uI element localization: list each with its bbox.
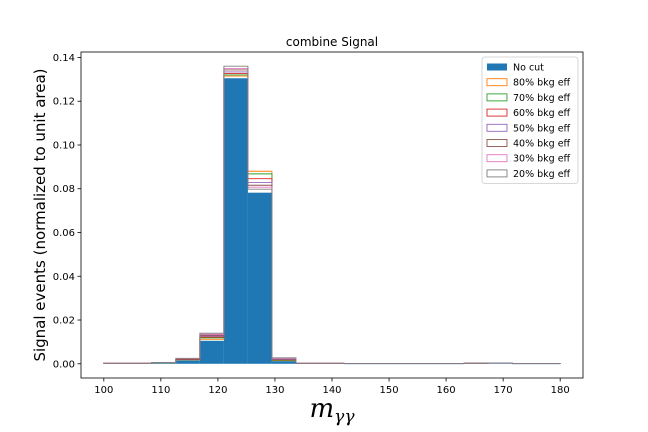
legend-swatch-2: [486, 93, 508, 102]
bar-0-16: [488, 363, 513, 364]
legend-label-5: 40% bkg eff: [513, 139, 571, 150]
series-outline-7: [103, 65, 561, 365]
bar-0-6: [247, 192, 272, 364]
y-tick-label-1: 0.02: [53, 316, 75, 327]
legend-label-3: 60% bkg eff: [513, 108, 571, 119]
legend-swatch-7: [486, 169, 508, 178]
bar-0-3: [175, 360, 200, 364]
legend-label-7: 20% bkg eff: [513, 169, 571, 180]
legend-swatch-4: [486, 123, 508, 132]
y-tick-label-0: 0.00: [53, 359, 75, 370]
y-tick-label-3: 0.06: [53, 228, 75, 239]
y-tick-label-7: 0.14: [53, 53, 75, 64]
y-tick-label-5: 0.10: [53, 140, 75, 151]
y-tick-label-4: 0.08: [53, 184, 75, 195]
x-tick-label-8: 180: [551, 385, 570, 396]
legend-label-0: No cut: [513, 63, 544, 74]
x-tick-label-0: 100: [94, 385, 113, 396]
x-axis-ticks: 100 110 120 130 140 150 160 170 180: [94, 378, 570, 396]
bar-0-2: [151, 362, 176, 364]
x-tick-label-1: 110: [151, 385, 170, 396]
x-tick-label-2: 120: [208, 385, 227, 396]
bar-0-4: [199, 340, 224, 364]
x-axis-label: mγγ: [310, 394, 356, 427]
legend-label-6: 30% bkg eff: [513, 154, 571, 165]
x-axis-label-subscript: γγ: [334, 407, 355, 427]
legend-box: [481, 56, 579, 184]
legend-label-2: 70% bkg eff: [513, 93, 571, 104]
legend: No cut 80% bkg eff 70% bkg eff 60% bkg eff 5…: [481, 56, 579, 184]
x-tick-label-5: 150: [379, 385, 398, 396]
y-tick-label-2: 0.04: [53, 272, 75, 283]
series-7: [103, 65, 561, 365]
legend-swatch-5: [486, 139, 508, 147]
y-axis-label: Signal events (normalized to unit area): [31, 68, 49, 361]
x-tick-label-3: 130: [265, 385, 284, 396]
legend-label-1: 80% bkg eff: [513, 78, 571, 89]
x-tick-label-6: 160: [437, 385, 456, 396]
x-tick-label-7: 170: [494, 385, 513, 396]
legend-swatch-3: [486, 108, 508, 117]
bar-0-7: [271, 361, 296, 364]
legend-label-4: 50% bkg eff: [513, 123, 571, 134]
x-tick-label-4: 140: [322, 385, 341, 396]
legend-swatch-1: [486, 78, 508, 87]
bar-0-5: [223, 78, 248, 364]
legend-swatch-6: [486, 154, 508, 163]
chart-title: combine Signal: [286, 35, 378, 49]
y-tick-label-6: 0.12: [53, 97, 75, 108]
histogram-bars: [103, 65, 561, 365]
legend-swatch-0: [487, 63, 507, 71]
x-axis-label-main: m: [310, 394, 335, 424]
y-axis-ticks: 0.00 0.02 0.04 0.06 0.08 0.10 0.12 0.14: [53, 53, 81, 370]
